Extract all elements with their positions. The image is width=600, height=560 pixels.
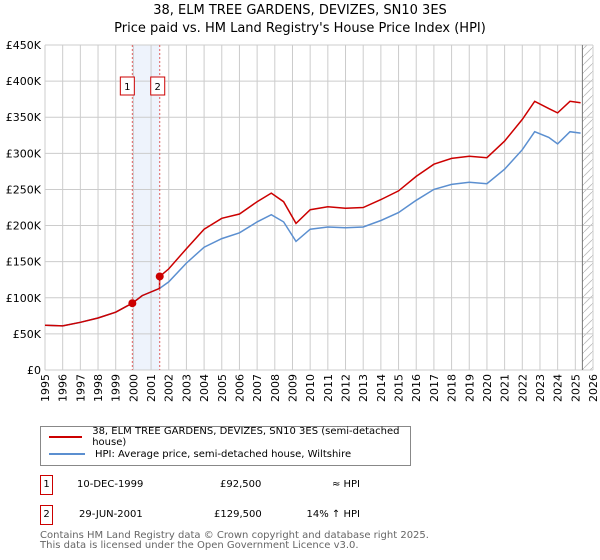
x-tick-label: 2015 xyxy=(393,374,406,402)
legend-swatch xyxy=(49,453,85,455)
x-tick-label: 2001 xyxy=(145,374,158,402)
x-tick-label: 2013 xyxy=(357,374,370,402)
x-tick-label: 2026 xyxy=(587,374,600,402)
footer-line: Contains HM Land Registry data © Crown c… xyxy=(40,530,429,541)
legend-swatch xyxy=(49,436,83,438)
y-tick-label: £50K xyxy=(13,328,42,341)
footer: Contains HM Land Registry data © Crown c… xyxy=(40,531,429,551)
x-tick-label: 2009 xyxy=(286,374,299,402)
y-tick-label: £300K xyxy=(6,147,42,160)
legend-label: HPI: Average price, semi-detached house,… xyxy=(95,448,352,460)
y-tick-label: £350K xyxy=(6,111,42,124)
y-tick-label: £150K xyxy=(6,256,42,269)
hpi-line xyxy=(44,130,581,327)
chart-title: 38, ELM TREE GARDENS, DEVIZES, SN10 3ES … xyxy=(0,2,600,38)
x-tick-label: 2023 xyxy=(534,374,547,402)
title-line: 38, ELM TREE GARDENS, DEVIZES, SN10 3ES xyxy=(153,3,447,18)
x-tick-label: 2014 xyxy=(375,374,388,402)
x-tick-label: 1995 xyxy=(39,374,52,402)
transaction-date: 10-DEC-1999 xyxy=(77,479,144,490)
transaction-hpi: 14% ↑ HPI xyxy=(306,509,360,520)
x-tick-label: 2005 xyxy=(216,374,229,402)
x-tick-label: 2016 xyxy=(410,374,423,402)
sale-badge-label: 2 xyxy=(155,82,161,93)
x-tick-label: 2022 xyxy=(516,374,529,402)
price-paid-line xyxy=(44,100,581,327)
y-tick-label: £250K xyxy=(6,183,42,196)
sale-badge xyxy=(119,76,135,96)
x-tick-label: 1996 xyxy=(57,374,70,402)
x-tick-label: 2000 xyxy=(127,374,140,402)
x-tick-label: 2003 xyxy=(180,374,193,402)
x-tick-label: 2018 xyxy=(446,374,459,402)
x-tick-label: 1999 xyxy=(110,374,123,402)
marker-badge: 1 xyxy=(40,475,53,495)
plot-area: 1995 1996 1997 1998 1999 2000 2001 2002 2003 2004… xyxy=(6,39,600,402)
x-tick-label: 2011 xyxy=(322,374,335,402)
y-tick-label: £0 xyxy=(27,364,41,377)
x-tick-label: 2007 xyxy=(251,374,264,402)
y-tick-label: £100K xyxy=(6,292,42,305)
x-tick-label: 2020 xyxy=(481,374,494,402)
x-tick-label: 1998 xyxy=(92,374,105,402)
legend-label: 38, ELM TREE GARDENS, DEVIZES, SN10 3ES … xyxy=(92,426,400,448)
y-tick-label: £200K xyxy=(6,220,42,233)
x-tick-label: 2008 xyxy=(269,374,282,402)
sale-point xyxy=(128,299,137,308)
x-tick-label: 2017 xyxy=(428,374,441,402)
sale-badge-label: 1 xyxy=(124,82,130,93)
legend-item-hpi: HPI: Average price, semi-detached house,… xyxy=(49,446,351,462)
x-tick-label: 2002 xyxy=(163,374,176,402)
x-tick-label: 2010 xyxy=(304,374,317,402)
x-tick-label: 1997 xyxy=(74,374,87,402)
transaction-row: 2 29-JUN-2001 £129,500 14% ↑ HPI xyxy=(40,505,600,525)
x-tick-label: 2024 xyxy=(552,374,565,402)
transaction-row: 1 10-DEC-1999 £92,500 ≈ HPI xyxy=(40,475,600,495)
legend-item-property: 38, ELM TREE GARDENS, DEVIZES, SN10 3ES … xyxy=(49,426,410,448)
x-tick-label: 2006 xyxy=(233,374,246,402)
x-tick-label: 2025 xyxy=(569,374,582,402)
transaction-date: 29-JUN-2001 xyxy=(79,509,143,520)
sale-point xyxy=(155,272,164,281)
x-tick-label: 2019 xyxy=(463,374,476,402)
transaction-hpi: ≈ HPI xyxy=(331,479,360,490)
transaction-price: £92,500 xyxy=(220,479,262,490)
legend: 38, ELM TREE GARDENS, DEVIZES, SN10 3ES … xyxy=(40,426,411,466)
future-hatch xyxy=(582,45,593,370)
sale-badge xyxy=(150,76,166,96)
shaded-period xyxy=(132,45,160,370)
y-tick-label: £400K xyxy=(6,75,42,88)
x-tick-label: 2012 xyxy=(340,374,353,402)
subtitle-line: Price paid vs. HM Land Registry's House … xyxy=(114,21,486,36)
footer-line: This data is licensed under the Open Gov… xyxy=(40,540,359,551)
x-tick-label: 2021 xyxy=(499,374,512,402)
marker-badge: 2 xyxy=(40,505,53,525)
y-tick-label: £450K xyxy=(6,39,42,52)
transaction-price: £129,500 xyxy=(214,509,262,520)
x-tick-label: 2004 xyxy=(198,374,211,402)
